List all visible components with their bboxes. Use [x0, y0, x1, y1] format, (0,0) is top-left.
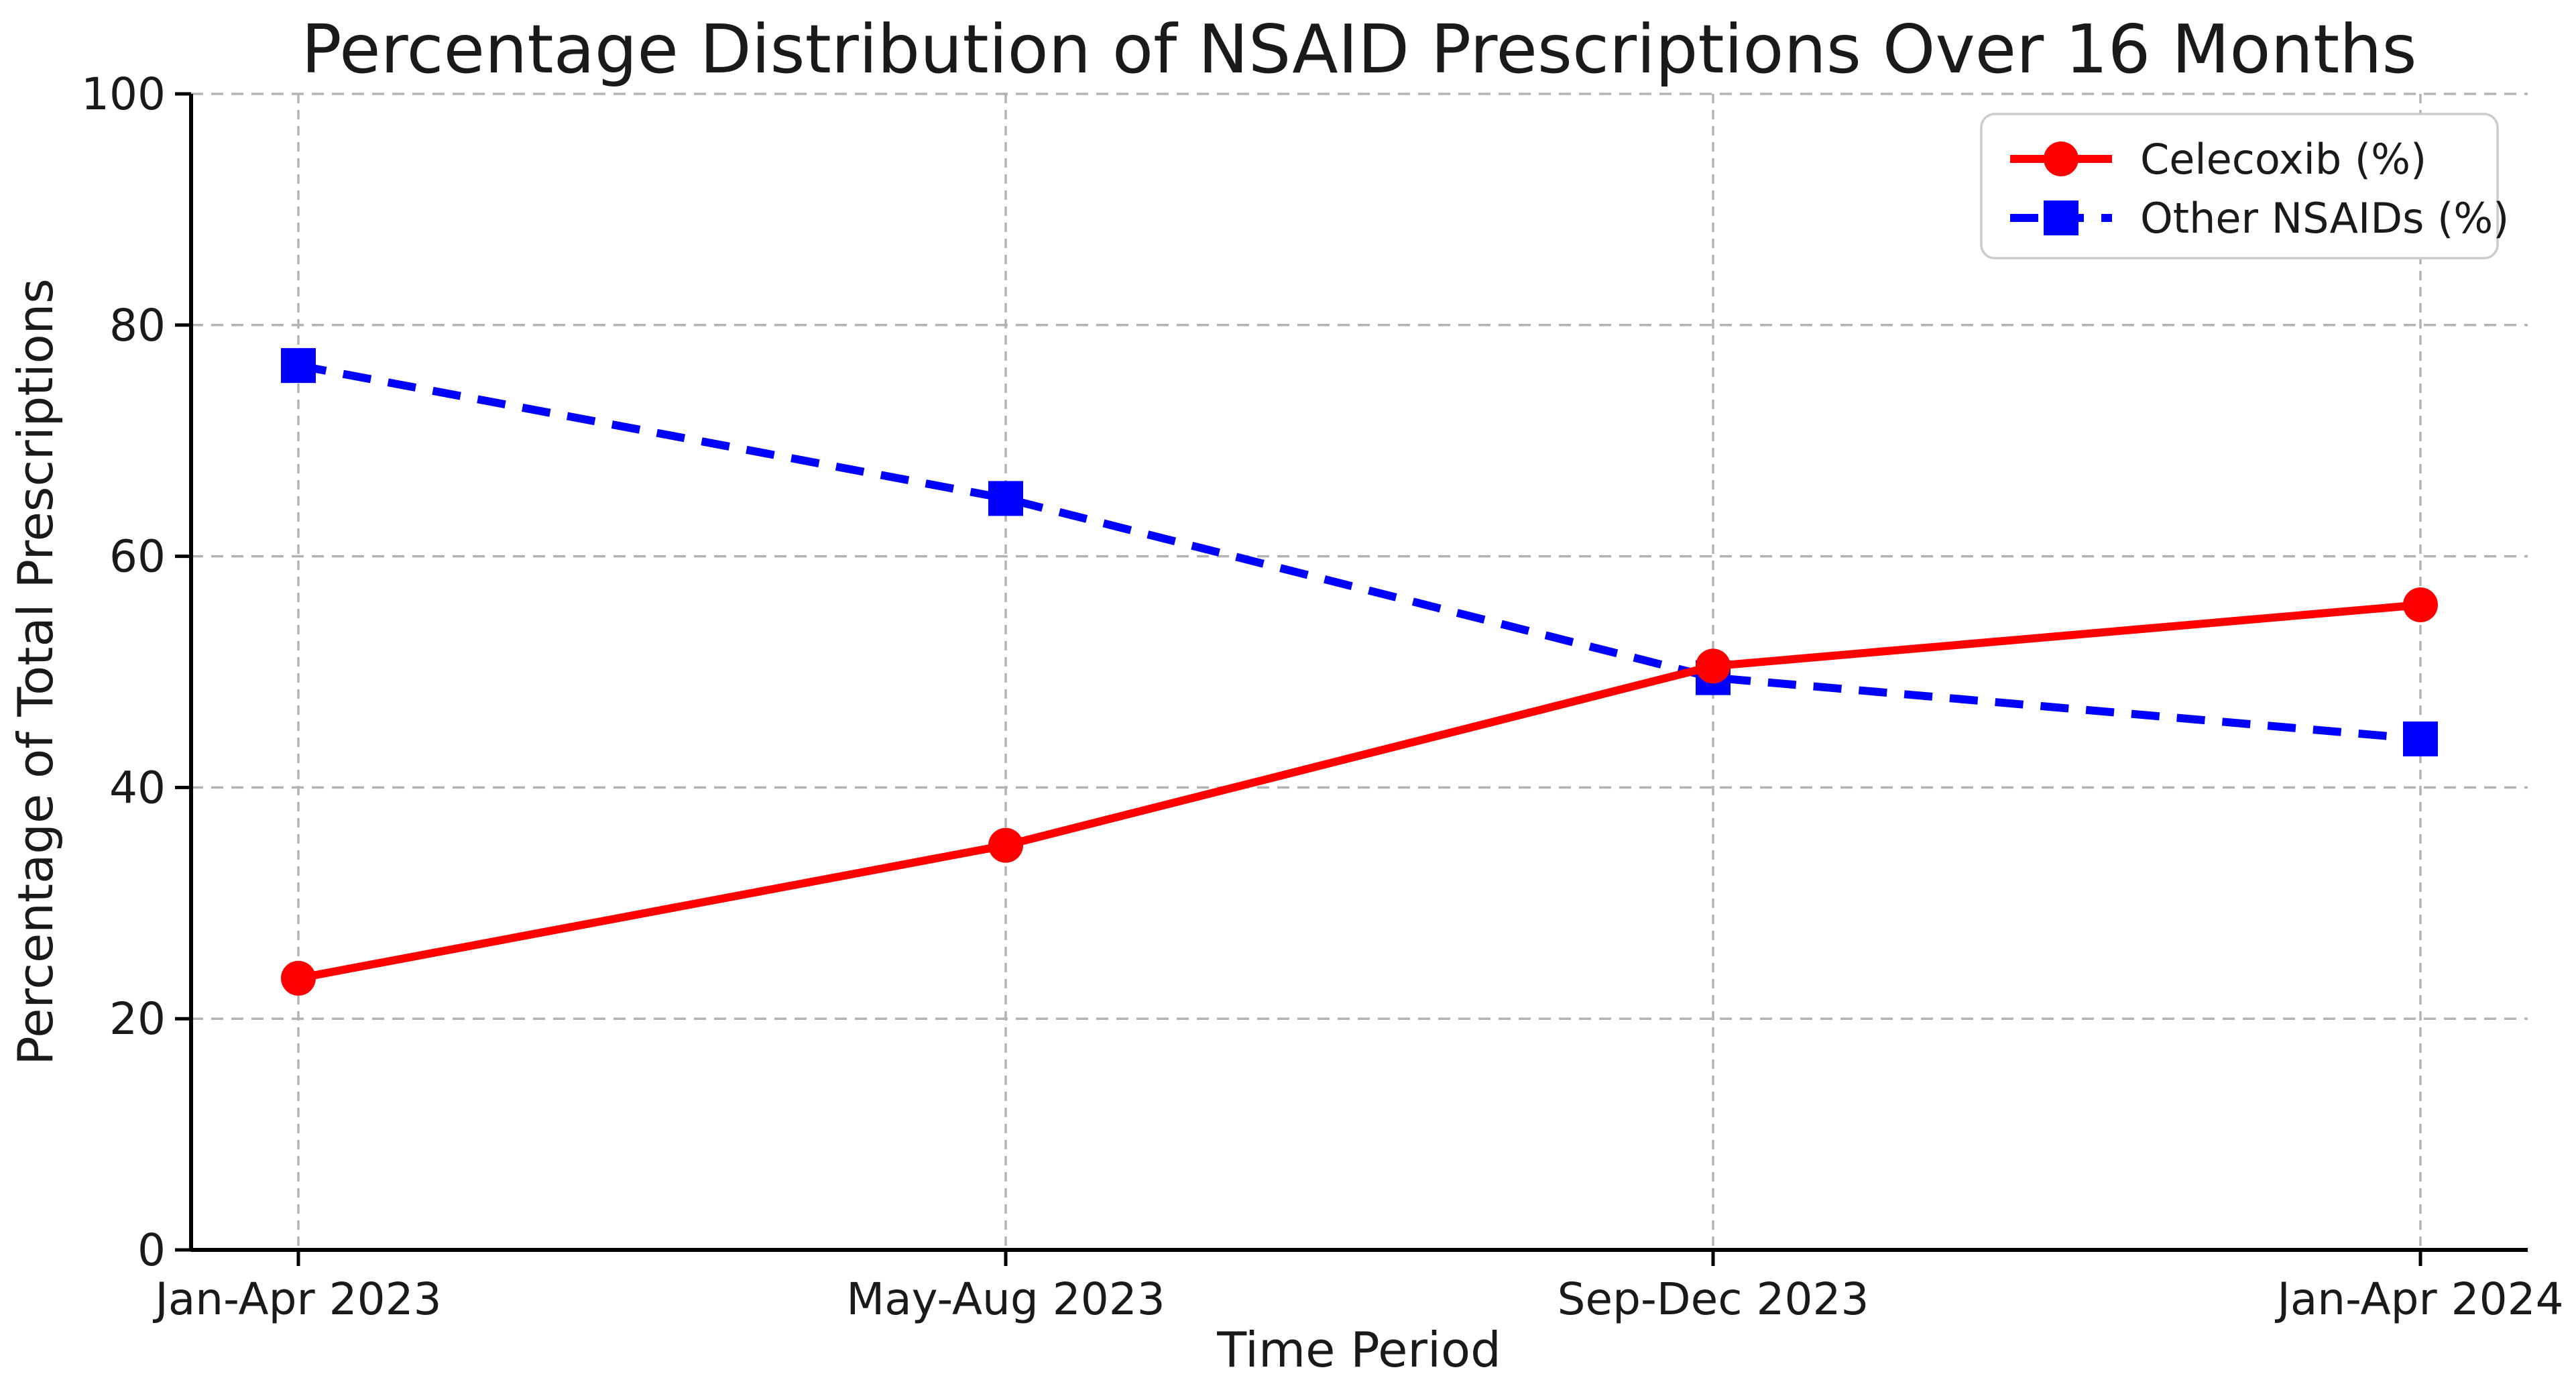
axis-ticks — [175, 92, 2422, 1266]
chart-title: Percentage Distribution of NSAID Prescri… — [301, 10, 2416, 89]
series-line-other-nsaids- — [297, 361, 2421, 743]
gridlines — [191, 93, 2528, 1250]
data-point-square — [2403, 721, 2438, 756]
data-point-square — [988, 481, 1023, 516]
x-tick-label: May-Aug 2023 — [846, 1273, 1165, 1325]
data-point-circle — [2403, 587, 2438, 623]
legend-box — [1980, 113, 2499, 260]
data-point-square — [281, 348, 316, 384]
y-tick-label: 40 — [109, 762, 166, 813]
y-tick-label: 0 — [137, 1224, 166, 1276]
data-series — [281, 348, 2438, 996]
data-point-circle — [281, 960, 316, 996]
x-tick-label: Sep-Dec 2023 — [1558, 1273, 1869, 1325]
y-axis-label: Percentage of Total Prescriptions — [7, 278, 64, 1066]
data-point-circle — [1696, 648, 1731, 684]
x-tick-label: Jan-Apr 2024 — [2274, 1273, 2563, 1325]
y-tick-label: 80 — [109, 300, 166, 351]
y-tick-label: 60 — [109, 531, 166, 583]
legend: Celecoxib (%) Other NSAIDs (%) — [1980, 113, 2509, 260]
legend-celecoxib-marker-icon — [2044, 141, 2079, 176]
legend-other-nsaids-label: Other NSAIDs (%) — [2140, 194, 2509, 243]
x-axis-label: Time Period — [1216, 1322, 1501, 1378]
legend-celecoxib-label: Celecoxib (%) — [2140, 135, 2426, 184]
tick-labels: 0 20 40 60 80 100 Jan-Apr 2023 May-Aug 2023 Sep-… — [81, 68, 2564, 1325]
y-tick-label: 100 — [81, 68, 166, 120]
y-tick-label: 20 — [109, 993, 166, 1045]
legend-other-nsaids-marker-icon — [2044, 200, 2079, 235]
x-tick-label: Jan-Apr 2023 — [152, 1273, 441, 1325]
data-point-circle — [988, 827, 1023, 863]
series-line-celecoxib- — [297, 601, 2421, 982]
